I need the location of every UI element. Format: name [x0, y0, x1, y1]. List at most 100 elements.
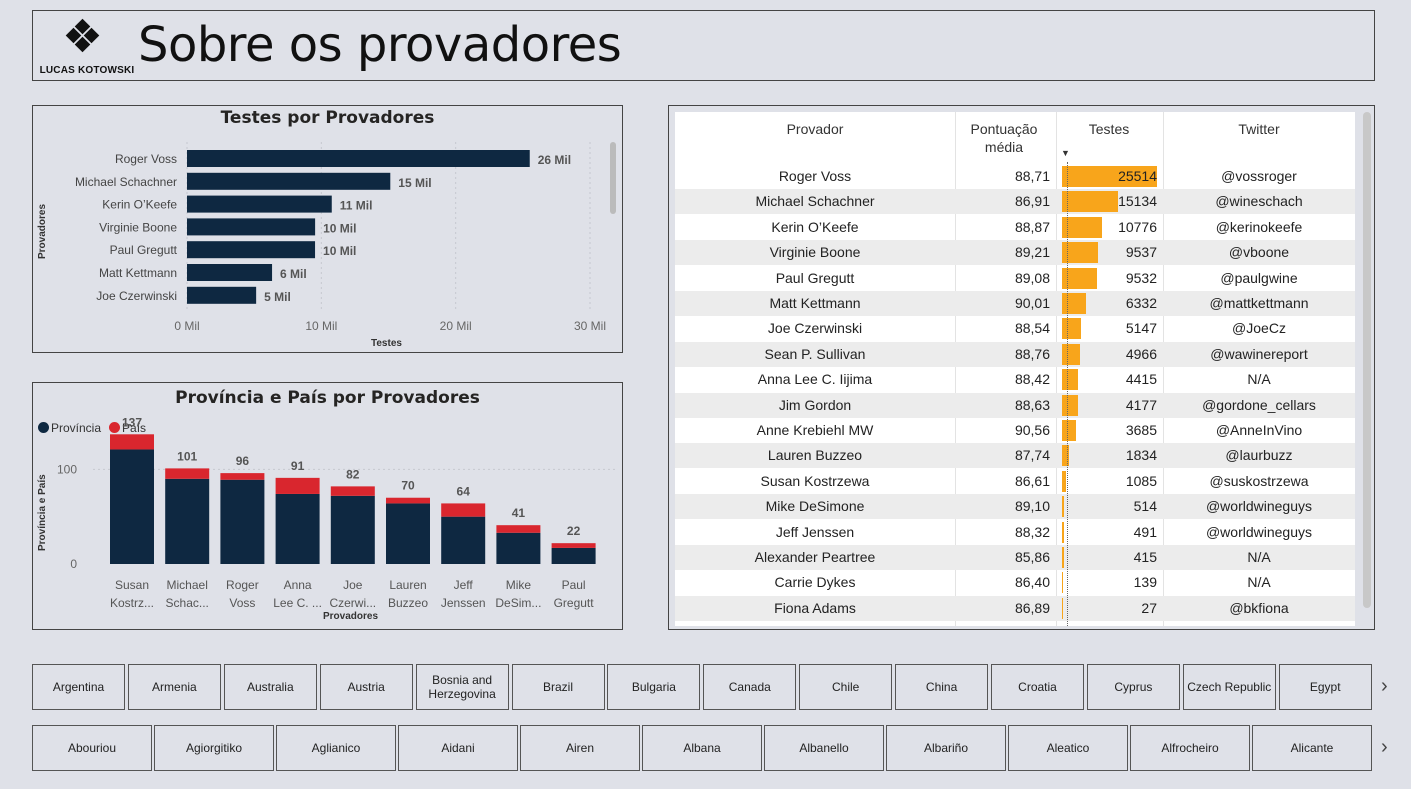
- slicer-option[interactable]: Alicante: [1252, 725, 1372, 771]
- cell-twitter: @suskostrzewa: [1209, 472, 1309, 489]
- x-tick-label: Buzzeo: [388, 596, 428, 610]
- table-row[interactable]: Sean P. Sullivan 88,76 4966 @wawinereport: [675, 341, 1355, 367]
- chevron-right-icon[interactable]: ›: [1381, 675, 1388, 697]
- slicer-option[interactable]: Argentina: [32, 664, 125, 710]
- cell-pontuacao: 86,40: [1014, 574, 1050, 591]
- table-row[interactable]: Anna Lee C. Iijima 88,42 4415 N/A: [675, 367, 1355, 392]
- x-tick-label: Lee C. ...: [273, 596, 322, 610]
- y-tick-label: Paul Gregutt: [110, 243, 178, 257]
- bar-pais: [165, 468, 210, 479]
- slicer-option[interactable]: Albariño: [886, 725, 1006, 771]
- cell-provador: Jim Gordon: [778, 396, 852, 413]
- x-tick-label: Jeff: [454, 578, 474, 592]
- cell-testes-bar: [1062, 191, 1119, 213]
- table-row[interactable]: Paul Gregutt 89,08 9532 @paulgwine: [675, 266, 1355, 291]
- slicer-option[interactable]: Aidani: [398, 725, 518, 771]
- slicer-option[interactable]: Aglianico: [276, 725, 396, 771]
- x-tick-label: Susan: [115, 578, 149, 592]
- cell-pontuacao: 89,08: [1014, 269, 1050, 286]
- slicer-option[interactable]: Austria: [319, 664, 413, 710]
- slicer-option[interactable]: Airen: [520, 725, 640, 771]
- slicer-option[interactable]: Czech Republic: [1182, 664, 1276, 710]
- bar-provincia: [496, 532, 541, 564]
- slicer-option[interactable]: Australia: [223, 664, 317, 710]
- x-tick-label: Kostrz...: [110, 596, 154, 610]
- y-tick-label: Virginie Boone: [99, 220, 177, 234]
- cell-pontuacao: 88,42: [1014, 371, 1050, 388]
- table-row[interactable]: Lauren Buzzeo 87,74 1834 @laurbuzz: [675, 443, 1355, 469]
- cell-twitter: @worldwineguys: [1205, 523, 1313, 540]
- slicer-option[interactable]: Albanello: [764, 725, 884, 771]
- slicer-option[interactable]: Bulgaria: [607, 664, 701, 710]
- cell-testes: 6332: [1125, 295, 1157, 311]
- column-divider: [1163, 112, 1164, 626]
- cell-twitter: @mattkettmann: [1209, 295, 1309, 311]
- x-tick-label: Paul: [562, 578, 586, 592]
- table-row[interactable]: Carrie Dykes 86,40 139 N/A: [675, 570, 1355, 595]
- chart-testes-por-provadores[interactable]: Testes por Provadores Provadores Testes …: [32, 105, 623, 353]
- slicer-option[interactable]: Agiorgitiko: [154, 725, 274, 771]
- table-scrollbar[interactable]: [1363, 112, 1371, 608]
- cell-testes-bar: [1062, 496, 1064, 518]
- chart1-scrollbar[interactable]: [610, 142, 616, 214]
- header-testes[interactable]: Testes: [1088, 121, 1130, 137]
- slicer-option[interactable]: Croatia: [991, 664, 1084, 710]
- slicer-option[interactable]: Canada: [703, 664, 797, 710]
- slicer-option[interactable]: Brazil: [511, 664, 605, 710]
- slicer-option[interactable]: Bosnia and Herzegovina: [415, 664, 509, 710]
- x-tick-label: Anna: [284, 578, 312, 592]
- cell-testes: 10776: [1118, 218, 1157, 235]
- table-row[interactable]: Jim Gordon 88,63 4177 @gordone_cellars: [675, 392, 1355, 418]
- table-row[interactable]: Virginie Boone 89,21 9537 @vboone: [675, 240, 1355, 266]
- data-label: 91: [291, 459, 305, 473]
- table-row[interactable]: Jeff Jenssen 88,32 491 @worldwineguys: [675, 520, 1355, 545]
- cell-twitter: @gordone_cellars: [1202, 396, 1316, 413]
- cell-twitter: @paulgwine: [1220, 269, 1298, 286]
- sort-descending-icon[interactable]: ▼: [1061, 148, 1070, 158]
- slicer-option[interactable]: Alfrocheiro: [1130, 725, 1250, 771]
- table-row[interactable]: Alexander Peartree 85,86 415 N/A: [675, 545, 1355, 570]
- header-pontuacao[interactable]: Pontuação média: [970, 121, 1038, 155]
- table-row[interactable]: Michael Schachner 86,91 15134 @wineschach: [675, 189, 1355, 215]
- table-row[interactable]: Fiona Adams 86,89 27 @bkfiona: [675, 595, 1355, 621]
- slicer-option[interactable]: Cyprus: [1086, 664, 1180, 710]
- y-tick-label: 0: [70, 557, 77, 571]
- chart1-plot: 0 Mil 10 Mil 20 Mil 30 Mil Roger Voss 26 Mil M…: [75, 142, 606, 333]
- table-row[interactable]: Susan Kostrzewa 86,61 1085 @suskostrzewa: [675, 469, 1355, 494]
- header-provador[interactable]: Provador: [786, 121, 844, 137]
- bar: [187, 150, 530, 167]
- cell-twitter: @vboone: [1228, 244, 1290, 261]
- chevron-right-icon[interactable]: ›: [1381, 736, 1388, 758]
- cell-testes: 9537: [1125, 244, 1157, 261]
- slicer-option[interactable]: Chile: [799, 664, 893, 710]
- slicer-option[interactable]: Abouriou: [32, 725, 152, 771]
- slicer-option[interactable]: Egypt: [1278, 664, 1372, 710]
- cell-provador: Fiona Adams: [774, 599, 856, 616]
- legend-item-pais[interactable]: País: [109, 421, 146, 435]
- chart1-title: Testes por Provadores: [220, 108, 435, 128]
- cell-twitter: @wawinereport: [1210, 345, 1308, 362]
- chart1-x-axis-title: Testes: [371, 338, 402, 349]
- slicer-option[interactable]: China: [895, 664, 989, 710]
- cell-testes: 3685: [1125, 422, 1157, 438]
- chart-provincia-pais[interactable]: Província e País por Provadores Provínci…: [32, 382, 623, 630]
- cell-testes: 25514: [1118, 168, 1157, 184]
- y-tick-label: Joe Czerwinski: [96, 289, 177, 303]
- cell-pontuacao: 88,87: [1014, 218, 1050, 235]
- slicer-option[interactable]: Armenia: [127, 664, 221, 710]
- header: LUCAS KOTOWSKI Sobre os provadores: [32, 10, 1375, 81]
- legend-item-provincia[interactable]: Província: [38, 421, 101, 435]
- data-label: 96: [236, 454, 250, 468]
- logo-diamonds-icon: [65, 18, 100, 53]
- cell-pontuacao: 85,86: [1014, 549, 1050, 565]
- table-row[interactable]: Matt Kettmann 90,01 6332 @mattkettmann: [675, 291, 1355, 316]
- table-row[interactable]: Anne Krebiehl MW 90,56 3685 @AnneInVino: [675, 418, 1355, 443]
- slicer-option[interactable]: Albana: [642, 725, 762, 771]
- slicer-option[interactable]: Aleatico: [1008, 725, 1128, 771]
- bar-provincia: [275, 493, 320, 564]
- table-row[interactable]: Kerin O’Keefe 88,87 10776 @kerinokeefe: [675, 215, 1355, 240]
- table-row[interactable]: Joe Czerwinski 88,54 5147 @JoeCz: [675, 316, 1355, 341]
- table-row[interactable]: Roger Voss 88,71 25514 @vossroger: [675, 164, 1355, 189]
- table-row[interactable]: Mike DeSimone 89,10 514 @worldwineguys: [675, 494, 1355, 520]
- header-twitter[interactable]: Twitter: [1238, 121, 1280, 137]
